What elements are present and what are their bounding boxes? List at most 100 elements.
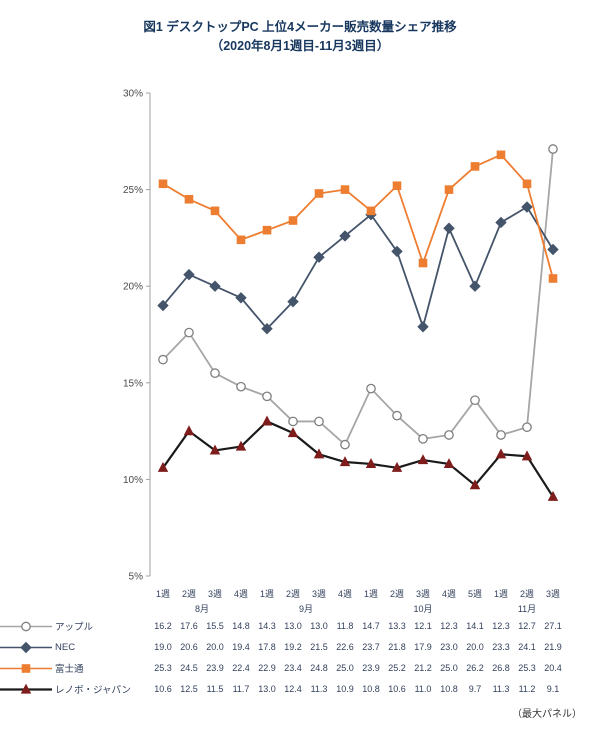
value-cell: 25.3	[154, 663, 172, 674]
series-name: NEC	[55, 641, 76, 653]
value-cell: 10.8	[440, 684, 458, 695]
month-label: 9月	[298, 603, 313, 614]
circle-legend-marker-icon	[0, 621, 52, 632]
value-cell: 10.9	[336, 684, 354, 695]
month-header-row: 8月 9月 10月 11月	[0, 601, 566, 616]
value-cell: 27.1	[544, 621, 562, 632]
value-cell: 25.0	[440, 663, 458, 674]
month-label: 10月	[413, 603, 433, 614]
week-header-row: 1週 2週 3週 4週 1週 2週 3週 4週 1週 2週 3週 4週 5週 1週 2週 3週	[0, 586, 566, 601]
value-cell: 26.8	[492, 663, 510, 674]
diamond-legend-marker-icon	[0, 641, 52, 653]
series-line	[162, 148, 554, 446]
value-cell: 9.7	[468, 684, 482, 695]
week-label: 2週	[285, 588, 300, 599]
series-line	[162, 153, 554, 279]
value-cell: 17.9	[414, 642, 432, 653]
series-row: レノボ・ジャパン 10.6 12.5 11.5 11.7 13.0 12.4 11.3 10.9…	[0, 679, 566, 700]
y-tick-label: 30%	[123, 88, 143, 99]
week-label: 4週	[441, 588, 456, 599]
share-table-body: 1週 2週 3週 4週 1週 2週 3週 4週 1週 2週 3週 4週 5週 1週 2週 3週 8月 9月 10月 1…	[0, 586, 566, 700]
series-row: 富士通 25.3 24.5 23.9 22.4 22.9 23.4 24.8 25.0 23.9 2…	[0, 658, 566, 679]
month-label: 11月	[517, 603, 537, 614]
week-label: 4週	[337, 588, 352, 599]
value-cell: 12.3	[440, 621, 458, 632]
row-label-spacer	[0, 601, 150, 616]
value-cell: 20.0	[206, 642, 224, 653]
value-cell: 22.4	[232, 663, 250, 674]
value-cell: 11.3	[310, 684, 328, 695]
value-cell: 19.0	[154, 642, 172, 653]
value-cell: 20.6	[180, 642, 198, 653]
week-label: 2週	[519, 588, 534, 599]
value-cell: 12.1	[414, 621, 432, 632]
y-tick-label: 15%	[123, 378, 143, 389]
value-cell: 12.7	[518, 621, 536, 632]
week-label: 1週	[363, 588, 378, 599]
week-label: 3週	[415, 588, 430, 599]
row-label-spacer	[0, 586, 150, 601]
value-cell: 11.2	[518, 684, 536, 695]
week-label: 1週	[493, 588, 508, 599]
series-name: 富士通	[55, 664, 84, 676]
series-row: アップル 16.2 17.6 15.5 14.8 14.3 13.0 13.0 11.8 14.7…	[0, 616, 566, 637]
week-label: 5週	[467, 588, 482, 599]
value-cell: 10.6	[154, 684, 172, 695]
value-cell: 12.5	[180, 684, 198, 695]
value-cell: 21.5	[310, 642, 328, 653]
chart-title-line1: 図1 デスクトップPC 上位4メーカー販売数量シェア推移	[143, 20, 457, 34]
triangle-legend-marker-icon	[0, 683, 52, 694]
week-label: 2週	[389, 588, 404, 599]
value-cell: 25.3	[518, 663, 536, 674]
value-cell: 10.6	[388, 684, 406, 695]
value-cell: 14.1	[466, 621, 484, 632]
value-cell: 23.3	[492, 642, 510, 653]
value-cell: 24.8	[310, 663, 328, 674]
legend-cell: 富士通	[0, 658, 150, 679]
value-cell: 22.6	[336, 642, 354, 653]
value-cell: 21.9	[544, 642, 562, 653]
series-row: NEC 19.0 20.6 20.0 19.4 17.8 19.2 21.5 22.6 23.7 2…	[0, 637, 566, 658]
value-cell: 19.4	[232, 642, 250, 653]
value-cell: 23.9	[362, 663, 380, 674]
chart-title: 図1 デスクトップPC 上位4メーカー販売数量シェア推移 （2020年8月1週目…	[0, 0, 600, 57]
value-cell: 13.0	[258, 684, 276, 695]
series-name: アップル	[55, 622, 94, 634]
chart-title-line2: （2020年8月1週目-11月3週目）	[210, 39, 390, 54]
value-cell: 21.2	[414, 663, 432, 674]
value-cell: 17.6	[180, 621, 198, 632]
y-tick-label: 5%	[129, 571, 144, 582]
value-cell: 25.0	[336, 663, 354, 674]
week-label: 3週	[207, 588, 222, 599]
value-cell: 21.8	[388, 642, 406, 653]
value-cell: 13.0	[284, 621, 302, 632]
value-cell: 13.0	[310, 621, 328, 632]
series-line	[162, 420, 554, 498]
footer-note: （最大パネル）	[512, 709, 582, 720]
y-tick-label: 25%	[123, 185, 143, 196]
value-cell: 23.4	[284, 663, 302, 674]
value-cell: 10.8	[362, 684, 380, 695]
y-tick-label: 20%	[123, 281, 143, 292]
value-cell: 16.2	[154, 621, 172, 632]
week-label: 1週	[155, 588, 170, 599]
chart-area: 5% 10% 15% 20% 25% 30%	[0, 79, 600, 584]
value-cell: 22.9	[258, 663, 276, 674]
value-cell: 23.9	[206, 663, 224, 674]
value-cell: 26.2	[466, 663, 484, 674]
value-cell: 23.0	[440, 642, 458, 653]
series-line	[162, 205, 554, 330]
value-cell: 11.5	[206, 684, 224, 695]
value-cell: 24.5	[180, 663, 198, 674]
value-cell: 11.7	[232, 684, 250, 695]
week-label: 4週	[233, 588, 248, 599]
square-legend-marker-icon	[0, 663, 52, 673]
value-cell: 14.3	[258, 621, 276, 632]
value-cell: 14.7	[362, 621, 380, 632]
value-cell: 11.0	[414, 684, 432, 695]
value-cell: 25.2	[388, 663, 406, 674]
value-cell: 24.1	[518, 642, 536, 653]
value-cell: 12.4	[284, 684, 302, 695]
value-cell: 17.8	[258, 642, 276, 653]
